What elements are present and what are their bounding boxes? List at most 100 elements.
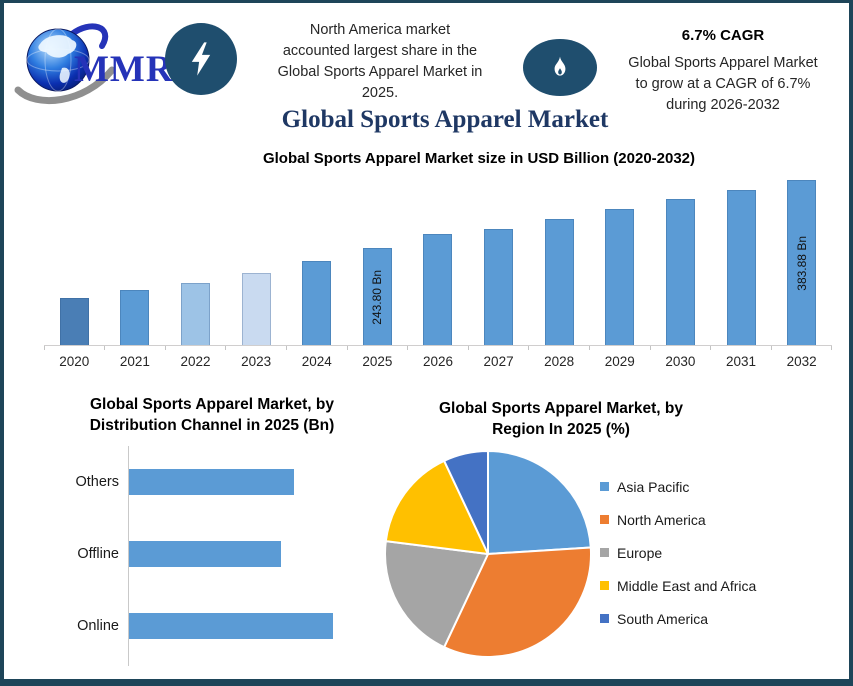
legend-label-europe: Europe (617, 544, 663, 561)
note-right-line: during 2026-2032 (666, 97, 780, 113)
x-tick-label-2022: 2022 (180, 354, 211, 369)
legend-item-europe: Europe (600, 542, 756, 563)
lightning-icon (191, 42, 211, 76)
bar-2024 (302, 261, 332, 345)
axis-tick (649, 346, 651, 350)
x-tick-label-2023: 2023 (241, 354, 272, 369)
category-label-offline: Offline (77, 546, 119, 562)
axis-tick (225, 346, 227, 350)
axis-tick (407, 346, 409, 350)
bar-2023 (241, 272, 271, 345)
region-title-line: Region In 2025 (%) (492, 421, 630, 438)
region-share-title: Global Sports Apparel Market, by Region … (375, 398, 747, 440)
axis-tick (104, 346, 106, 350)
pie-slice-middle-east-and-africa (384, 459, 489, 555)
legend-item-south-america: South America (600, 608, 756, 629)
note-left-line: Global Sports Apparel Market in (277, 64, 483, 80)
pie-slice-south-america (443, 450, 489, 555)
bar-cell-2032: 383.88 Bn (771, 176, 833, 350)
bar-2028 (544, 219, 574, 345)
bar-row-offline (129, 518, 392, 590)
x-tick-label-2021: 2021 (119, 354, 150, 369)
bar-cell-2020 (44, 176, 106, 350)
distribution-channel-chart: Global Sports Apparel Market, by Distrib… (32, 394, 392, 670)
market-size-chart: Global Sports Apparel Market size in USD… (36, 148, 836, 384)
axis-tick (467, 346, 469, 350)
axis-tick (831, 346, 833, 350)
logo-text: MMR (74, 49, 174, 90)
legend-swatch-south-america (600, 614, 609, 623)
bar-2022 (181, 282, 211, 345)
header-note-left: North America market accounted largest s… (252, 20, 508, 104)
region-pie (384, 450, 592, 658)
bar-cell-2024 (286, 176, 348, 350)
distribution-title-line: Global Sports Apparel Market, by (89, 396, 335, 413)
axis-tick (346, 346, 348, 350)
legend-label-north-america: North America (617, 511, 706, 528)
note-right-line: to grow at a CAGR of 6.7% (635, 76, 811, 92)
bar-data-label-2032: 383.88 Bn (794, 235, 809, 291)
axis-tick (710, 346, 712, 350)
x-tick-label-2020: 2020 (59, 354, 90, 369)
bar-2021 (120, 290, 150, 345)
flame-icon (554, 56, 566, 76)
page-title: Global Sports Apparel Market (281, 106, 609, 133)
distribution-title-line: Distribution Channel in 2025 (Bn) (89, 417, 335, 434)
bar-2026 (423, 234, 453, 345)
legend-item-asia-pacific: Asia Pacific (600, 476, 756, 497)
legend-label-south-america: South America (617, 610, 709, 627)
category-label-others: Others (75, 474, 119, 490)
bar-2029 (605, 209, 635, 345)
market-size-plot: 243.80 Bn 383.88 Bn (44, 176, 833, 350)
axis-tick (528, 346, 530, 350)
mmr-logo: MMR (14, 18, 184, 108)
bar-others (129, 469, 294, 495)
axis-tick (588, 346, 590, 350)
bar-cell-2021 (105, 176, 166, 350)
x-tick-label-2024: 2024 (301, 354, 332, 369)
bar-cell-2031 (711, 176, 772, 350)
bar-2020 (59, 297, 89, 345)
distribution-bars (128, 446, 392, 666)
bar-row-others (129, 446, 392, 518)
note-right-line: Global Sports Apparel Market (628, 55, 818, 71)
axis-tick (164, 346, 166, 350)
bar-data-label-2025: 243.80 Bn (370, 269, 385, 325)
x-tick-label-2025: 2025 (362, 354, 393, 369)
axis-tick (770, 346, 772, 350)
flame-badge (523, 39, 597, 96)
pie-slice-europe (384, 540, 489, 649)
note-left-line: North America market (309, 22, 451, 38)
x-tick-label-2026: 2026 (422, 354, 453, 369)
market-size-chart-title: Global Sports Apparel Market size in USD… (262, 150, 696, 167)
x-tick-label-2027: 2027 (483, 354, 514, 369)
x-tick-label-2030: 2030 (665, 354, 696, 369)
bar-cell-2029 (589, 176, 651, 350)
distribution-channel-title: Global Sports Apparel Market, by Distrib… (32, 394, 392, 436)
region-title-line: Global Sports Apparel Market, by (438, 400, 684, 417)
pie-slice-asia-pacific (487, 450, 592, 555)
market-size-x-axis: 2020 2021 2022 2023 2024 2025 2026 2027 2028 2029… (44, 354, 832, 369)
region-share-chart: Global Sports Apparel Market, by Region … (375, 398, 849, 676)
bar-cell-2025: 243.80 Bn (347, 176, 409, 350)
x-tick-label-2032: 2032 (786, 354, 817, 369)
legend-item-north-america: North America (600, 509, 756, 530)
bar-2030 (665, 199, 695, 345)
bar-cell-2023 (226, 176, 287, 350)
region-legend: Asia Pacific North America Europe Middle Ea… (600, 476, 756, 641)
bar-cell-2027 (468, 176, 530, 350)
legend-label-asia-pacific: Asia Pacific (617, 478, 690, 495)
legend-swatch-asia-pacific (600, 482, 609, 491)
bar-online (129, 613, 333, 639)
distribution-plot: Others Offline Online (32, 446, 392, 666)
legend-label-middle-east-and-africa: Middle East and Africa (617, 577, 757, 594)
globe-icon (14, 23, 116, 105)
axis-tick (285, 346, 287, 350)
bar-cell-2026 (408, 176, 469, 350)
note-left-line: 2025. (361, 85, 399, 101)
x-tick-label-2029: 2029 (604, 354, 635, 369)
bar-row-online (129, 590, 392, 662)
bar-2032: 383.88 Bn (787, 179, 817, 345)
bar-2025: 243.80 Bn (362, 248, 392, 345)
